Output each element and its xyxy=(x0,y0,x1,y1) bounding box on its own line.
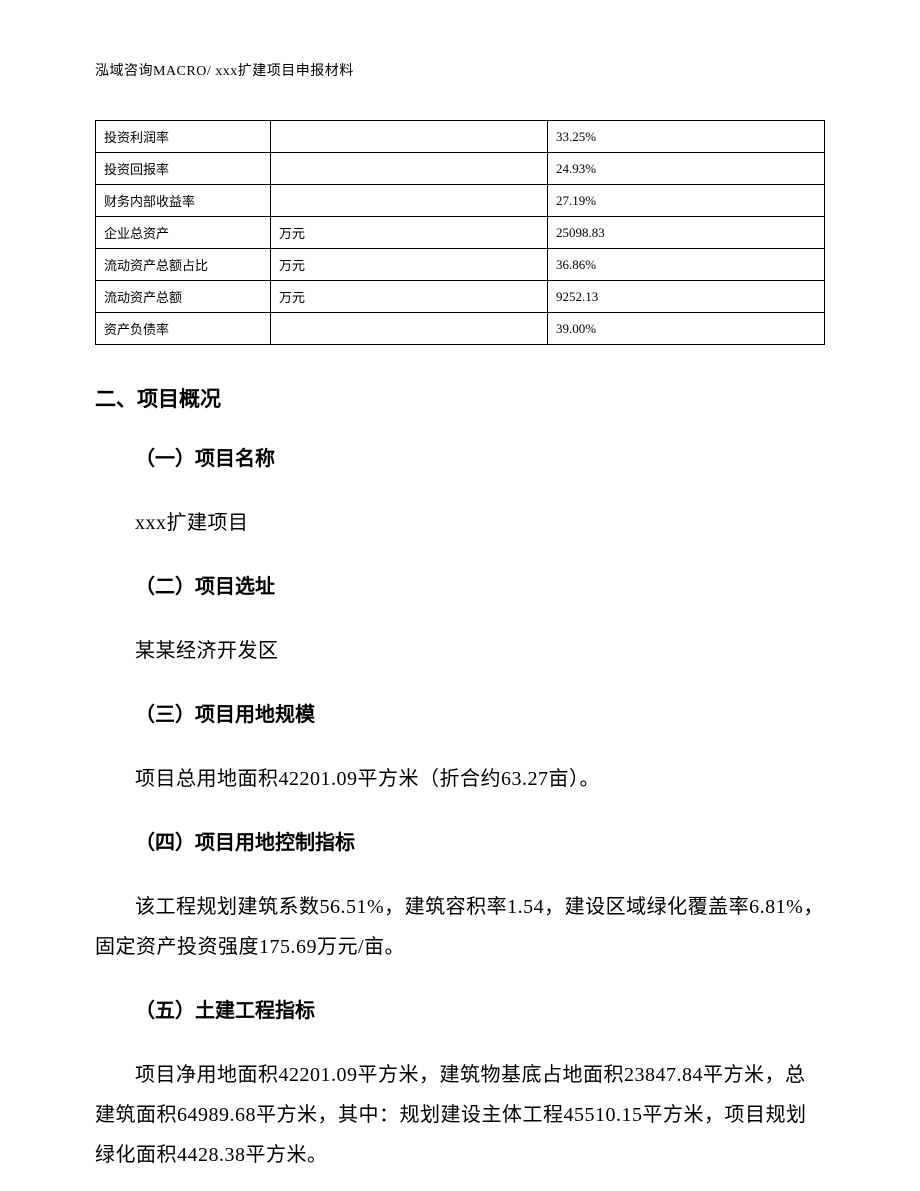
body-text-1: xxx扩建项目 xyxy=(95,503,825,543)
page-header: 泓域咨询MACRO/ xxx扩建项目申报材料 xyxy=(95,60,825,80)
cell-unit xyxy=(270,313,547,345)
cell-label: 资产负债率 xyxy=(96,313,271,345)
cell-unit xyxy=(270,153,547,185)
table-row: 流动资产总额 万元 9252.13 xyxy=(96,281,825,313)
cell-label: 企业总资产 xyxy=(96,217,271,249)
cell-unit: 万元 xyxy=(270,217,547,249)
cell-label: 流动资产总额占比 xyxy=(96,249,271,281)
section-heading: 二、项目概况 xyxy=(95,383,825,413)
cell-value: 39.00% xyxy=(547,313,824,345)
table-row: 流动资产总额占比 万元 36.86% xyxy=(96,249,825,281)
sub-heading-2: （二）项目选址 xyxy=(95,571,825,603)
sub-heading-3: （三）项目用地规模 xyxy=(95,699,825,731)
sub-heading-4: （四）项目用地控制指标 xyxy=(95,827,825,859)
cell-value: 24.93% xyxy=(547,153,824,185)
table-row: 企业总资产 万元 25098.83 xyxy=(96,217,825,249)
cell-label: 投资回报率 xyxy=(96,153,271,185)
cell-unit xyxy=(270,121,547,153)
financial-table: 投资利润率 33.25% 投资回报率 24.93% 财务内部收益率 27.19%… xyxy=(95,120,825,345)
table-row: 投资回报率 24.93% xyxy=(96,153,825,185)
document-page: 泓域咨询MACRO/ xxx扩建项目申报材料 投资利润率 33.25% 投资回报… xyxy=(0,0,920,1191)
body-text-2: 某某经济开发区 xyxy=(95,631,825,671)
body-text-4: 该工程规划建筑系数56.51%，建筑容积率1.54，建设区域绿化覆盖率6.81%… xyxy=(95,887,825,967)
table-row: 财务内部收益率 27.19% xyxy=(96,185,825,217)
body-text-3: 项目总用地面积42201.09平方米（折合约63.27亩）。 xyxy=(95,759,825,799)
cell-value: 25098.83 xyxy=(547,217,824,249)
cell-value: 9252.13 xyxy=(547,281,824,313)
cell-value: 27.19% xyxy=(547,185,824,217)
cell-label: 投资利润率 xyxy=(96,121,271,153)
cell-label: 财务内部收益率 xyxy=(96,185,271,217)
cell-label: 流动资产总额 xyxy=(96,281,271,313)
body-text-5: 项目净用地面积42201.09平方米，建筑物基底占地面积23847.84平方米，… xyxy=(95,1055,825,1175)
sub-heading-5: （五）土建工程指标 xyxy=(95,995,825,1027)
cell-unit: 万元 xyxy=(270,281,547,313)
cell-value: 33.25% xyxy=(547,121,824,153)
table-row: 投资利润率 33.25% xyxy=(96,121,825,153)
cell-unit xyxy=(270,185,547,217)
header-text: 泓域咨询MACRO/ xxx扩建项目申报材料 xyxy=(95,64,354,79)
table-row: 资产负债率 39.00% xyxy=(96,313,825,345)
cell-value: 36.86% xyxy=(547,249,824,281)
sub-heading-1: （一）项目名称 xyxy=(95,443,825,475)
cell-unit: 万元 xyxy=(270,249,547,281)
